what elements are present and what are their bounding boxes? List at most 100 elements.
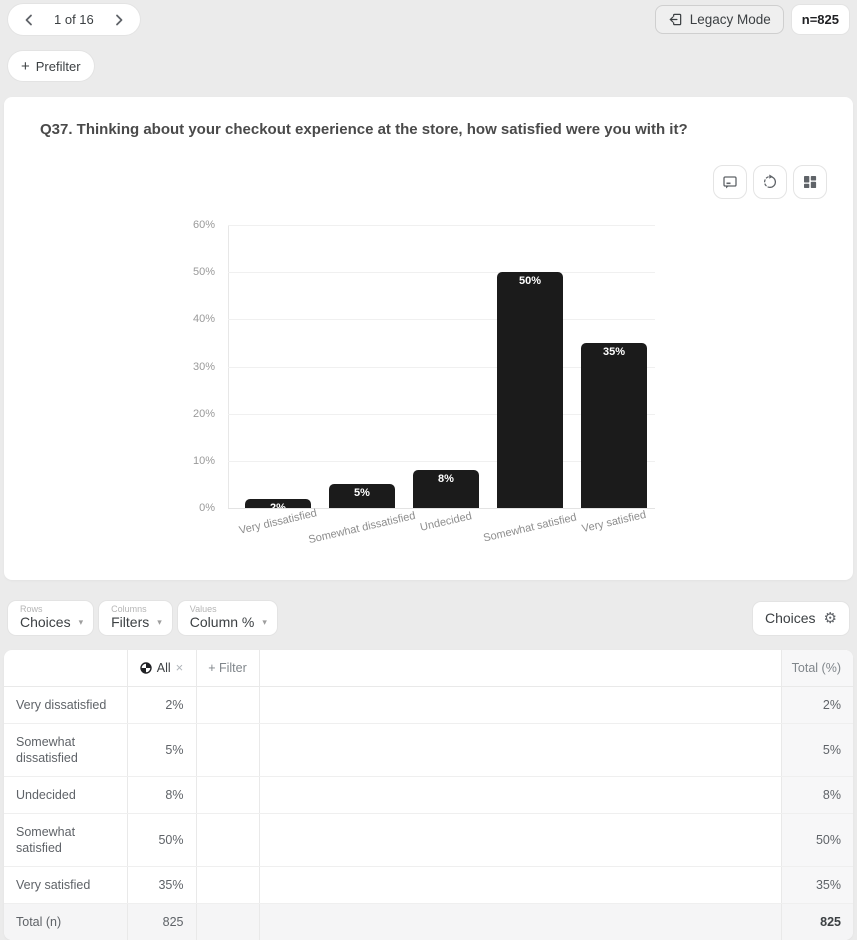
gridline bbox=[228, 508, 655, 509]
columns-dropdown[interactable]: Columns Filters ▾ bbox=[99, 600, 172, 636]
columns-dropdown-value: Filters bbox=[111, 613, 150, 630]
plus-icon: + bbox=[21, 57, 30, 75]
filter-value-cell bbox=[196, 813, 260, 867]
table-header-row: All × + Filter Total (%) bbox=[4, 650, 853, 687]
table-row: Very satisfied 35% 35% bbox=[4, 866, 853, 904]
all-value-cell: 8% bbox=[127, 776, 197, 814]
bar[interactable]: 50% bbox=[497, 272, 563, 508]
columns-dropdown-caption: Columns bbox=[111, 603, 147, 614]
rows-dropdown-caption: Rows bbox=[20, 603, 43, 614]
empty-header-cell bbox=[259, 650, 782, 687]
gridline bbox=[228, 272, 655, 274]
rows-dropdown-value: Choices bbox=[20, 613, 71, 630]
globe-icon bbox=[140, 662, 152, 674]
gridline bbox=[228, 413, 655, 415]
table-row: Undecided 8% 8% bbox=[4, 776, 853, 814]
filter-value-cell bbox=[196, 866, 260, 904]
bar[interactable]: 5% bbox=[329, 484, 395, 508]
spacer-cell bbox=[259, 686, 782, 724]
comment-button[interactable] bbox=[713, 165, 747, 199]
row-label-header bbox=[4, 650, 128, 687]
filter-value-cell bbox=[196, 776, 260, 814]
chevron-down-icon: ▾ bbox=[262, 616, 267, 627]
y-axis-tick-label: 30% bbox=[192, 360, 215, 373]
row-label-cell: Very dissatisfied bbox=[4, 686, 128, 724]
question-pager: 1 of 16 bbox=[8, 4, 140, 35]
chart-card: Q37. Thinking about your checkout experi… bbox=[4, 97, 853, 580]
gridline bbox=[228, 319, 655, 321]
all-chip-label: All bbox=[156, 660, 171, 675]
filter-value-cell bbox=[196, 686, 260, 724]
bar-value-label: 50% bbox=[518, 275, 542, 288]
chevron-left-icon bbox=[25, 14, 32, 25]
row-label-cell: Very satisfied bbox=[4, 866, 128, 904]
table-row: Total (n) 825 825 bbox=[4, 903, 853, 940]
row-label-cell: Total (n) bbox=[4, 903, 128, 940]
total-value-cell: 825 bbox=[781, 903, 853, 940]
bar[interactable]: 8% bbox=[413, 470, 479, 508]
close-icon[interactable]: × bbox=[175, 660, 184, 676]
total-value-cell: 5% bbox=[781, 723, 853, 777]
all-value-cell: 5% bbox=[127, 723, 197, 777]
legacy-mode-label: Legacy Mode bbox=[689, 12, 771, 27]
chevron-right-icon bbox=[115, 14, 123, 25]
pager-next-button[interactable] bbox=[104, 4, 134, 35]
chart-toolbar bbox=[713, 165, 827, 199]
layout-grid-button[interactable] bbox=[793, 165, 827, 199]
sample-size-badge: n=825 bbox=[791, 5, 849, 34]
results-table: All × + Filter Total (%) Very dissatisfi… bbox=[4, 650, 853, 940]
all-value-cell: 825 bbox=[127, 903, 197, 940]
row-label-cell: Undecided bbox=[4, 776, 128, 814]
refresh-button[interactable] bbox=[753, 165, 787, 199]
row-label-cell: Somewhat satisfied bbox=[4, 813, 128, 867]
gridline bbox=[228, 225, 655, 226]
bar-value-label: 5% bbox=[354, 487, 370, 500]
gridline bbox=[228, 460, 655, 462]
spacer-cell bbox=[259, 723, 782, 777]
table-row: Somewhat dissatisfied 5% 5% bbox=[4, 723, 853, 777]
bar[interactable]: 35% bbox=[581, 342, 647, 508]
all-value-cell: 35% bbox=[127, 866, 197, 904]
y-axis-tick-label: 10% bbox=[192, 454, 215, 467]
legacy-mode-icon bbox=[669, 13, 681, 26]
total-column-header: Total (%) bbox=[781, 650, 853, 687]
prefilter-label: Prefilter bbox=[35, 58, 81, 74]
spacer-cell bbox=[259, 813, 782, 867]
prefilter-button[interactable]: + Prefilter bbox=[8, 51, 94, 81]
legacy-mode-button[interactable]: Legacy Mode bbox=[654, 5, 784, 34]
add-filter-button[interactable]: + Filter bbox=[196, 650, 260, 687]
spacer-cell bbox=[259, 866, 782, 904]
top-bar: 1 of 16 Legacy Mode n=825 bbox=[0, 0, 857, 35]
row-label-cell: Somewhat dissatisfied bbox=[4, 723, 128, 777]
topbar-right: Legacy Mode n=825 bbox=[654, 5, 849, 34]
rows-dropdown[interactable]: Rows Choices ▾ bbox=[8, 600, 94, 636]
bar-chart: 60% 50% 40% 30% 20% 10% 0% 2% 5% 8% 50% 35% Very d… bbox=[193, 219, 655, 546]
filter-value-cell bbox=[196, 723, 260, 777]
layout-grid-icon bbox=[804, 176, 817, 188]
total-value-cell: 35% bbox=[781, 866, 853, 904]
chevron-down-icon: ▾ bbox=[78, 616, 84, 627]
y-axis-tick-label: 0% bbox=[199, 502, 215, 514]
results-table-card: All × + Filter Total (%) Very dissatisfi… bbox=[4, 650, 853, 940]
all-value-cell: 50% bbox=[127, 813, 197, 867]
values-dropdown[interactable]: Values Column % ▾ bbox=[177, 600, 277, 636]
pager-prev-button[interactable] bbox=[14, 4, 44, 35]
pivot-controls: Rows Choices ▾ Columns Filters ▾ Values … bbox=[8, 600, 849, 636]
pager-position-label: 1 of 16 bbox=[54, 12, 94, 27]
all-filter-chip[interactable]: All × bbox=[128, 660, 196, 675]
bar[interactable]: 2% bbox=[245, 498, 311, 508]
table-row: Very dissatisfied 2% 2% bbox=[4, 686, 853, 724]
total-value-cell: 8% bbox=[781, 776, 853, 814]
comment-icon bbox=[723, 176, 737, 189]
y-axis-tick-label: 20% bbox=[192, 407, 215, 420]
table-row: Somewhat satisfied 50% 50% bbox=[4, 813, 853, 867]
choices-settings-button[interactable]: Choices ⚙ bbox=[752, 601, 849, 635]
y-axis-tick-label: 40% bbox=[192, 313, 215, 326]
values-dropdown-caption: Values bbox=[189, 603, 217, 614]
question-title: Q37. Thinking about your checkout experi… bbox=[40, 121, 688, 138]
spacer-cell bbox=[259, 903, 782, 940]
bar-value-label: 8% bbox=[438, 473, 454, 486]
y-axis-tick-label: 60% bbox=[192, 219, 215, 231]
all-value-cell: 2% bbox=[127, 686, 197, 724]
all-column-header: All × bbox=[127, 650, 197, 687]
